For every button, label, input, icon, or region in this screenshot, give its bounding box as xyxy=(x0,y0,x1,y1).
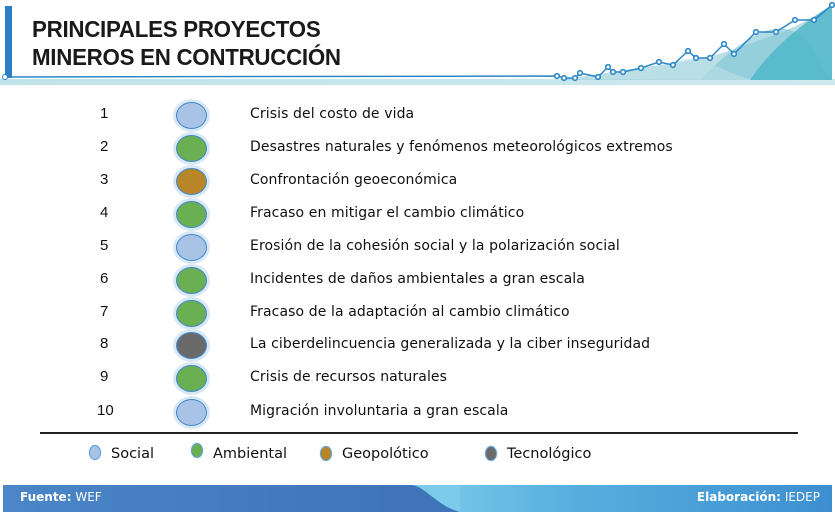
footer-credit-bar xyxy=(421,485,832,512)
geopolitico-dot-icon xyxy=(320,446,332,461)
category-geopolitico-bubble-icon xyxy=(173,165,210,198)
risk-rank: 5 xyxy=(100,237,109,254)
risk-row: 8 La ciberdelincuencia generalizada y la… xyxy=(0,329,835,368)
risk-row: 9 Crisis de recursos naturales xyxy=(0,362,835,401)
elaboration-credit: Elaboración: IEDEP xyxy=(697,490,820,504)
legend-label: Geopolótico xyxy=(342,446,429,462)
category-ambiental-bubble-icon xyxy=(173,297,210,330)
risk-label: Migración involuntaria a gran escala xyxy=(250,403,509,419)
risk-row: 10 Migración involuntaria a gran escala xyxy=(0,396,835,435)
social-dot-icon xyxy=(89,445,101,460)
risk-label: Incidentes de daños ambientales a gran e… xyxy=(250,271,585,287)
risk-row: 7 Fracaso de la adaptación al cambio cli… xyxy=(0,297,835,336)
risk-label: Crisis de recursos naturales xyxy=(250,369,448,385)
credit-label: Elaboración: xyxy=(696,490,781,504)
risk-rank: 1 xyxy=(100,105,109,122)
category-social-bubble-icon xyxy=(173,99,210,132)
risk-rank: 8 xyxy=(100,335,109,352)
category-social-bubble-icon xyxy=(173,396,210,429)
risk-rank: 9 xyxy=(100,368,109,385)
title-line-1: PRINCIPALES PROYECTOS xyxy=(32,16,321,42)
source-value: WEF xyxy=(75,490,102,504)
risk-label: Fracaso en mitigar el cambio climático xyxy=(250,205,525,221)
category-ambiental-bubble-icon xyxy=(173,132,210,165)
footer-source-bar xyxy=(3,485,421,512)
legend-label: Ambiental xyxy=(213,446,287,462)
risk-rank: 10 xyxy=(97,402,114,419)
footer: Fuente: WEF Elaboración: IEDEP xyxy=(0,485,835,515)
title-accent-dot xyxy=(2,74,8,80)
risk-row: 1 Crisis del costo de vida xyxy=(0,99,835,138)
footer-wave-icon xyxy=(380,485,460,512)
risk-label: La ciberdelincuencia generalizada y la c… xyxy=(250,336,651,352)
risk-rank: 6 xyxy=(100,270,109,287)
title-line-2: MINEROS EN CONTRUCCIÓN xyxy=(32,44,341,70)
source-credit: Fuente: WEF xyxy=(20,490,102,504)
risk-label: Crisis del costo de vida xyxy=(250,106,415,122)
risk-label: Erosión de la cohesión social y la polar… xyxy=(250,238,620,254)
source-label: Fuente: xyxy=(20,490,72,504)
legend-label: Tecnológico xyxy=(507,446,592,462)
category-ambiental-bubble-icon xyxy=(173,198,210,231)
tecnologico-dot-icon xyxy=(485,446,497,461)
risk-row: 3 Confrontación geoeconómica xyxy=(0,165,835,204)
category-ambiental-bubble-icon xyxy=(173,362,210,395)
risk-rank: 2 xyxy=(100,138,109,155)
ambiental-dot-icon xyxy=(191,443,203,458)
category-social-bubble-icon xyxy=(173,231,210,264)
risk-label: Confrontación geoeconómica xyxy=(250,172,458,188)
page-title: PRINCIPALES PROYECTOS MINEROS EN CONTRUC… xyxy=(32,15,341,71)
risk-row: 6 Incidentes de daños ambientales a gran… xyxy=(0,264,835,303)
header: PRINCIPALES PROYECTOS MINEROS EN CONTRUC… xyxy=(0,0,835,92)
risk-rank: 4 xyxy=(100,204,109,221)
category-ambiental-bubble-icon xyxy=(173,264,210,297)
risk-rank: 7 xyxy=(100,303,109,320)
decorative-trend-chart-icon xyxy=(0,1,835,85)
legend-divider xyxy=(40,432,798,434)
legend-label: Social xyxy=(111,446,154,462)
risk-row: 2 Desastres naturales y fenómenos meteor… xyxy=(0,132,835,171)
risk-row: 4 Fracaso en mitigar el cambio climático xyxy=(0,198,835,237)
credit-value: IEDEP xyxy=(784,490,820,504)
title-accent-bar xyxy=(5,6,12,78)
risk-label: Desastres naturales y fenómenos meteorol… xyxy=(250,139,673,155)
category-tecnologico-bubble-icon xyxy=(173,329,210,362)
risk-row: 5 Erosión de la cohesión social y la pol… xyxy=(0,231,835,270)
risk-label: Fracaso de la adaptación al cambio climá… xyxy=(250,304,570,320)
risk-rank: 3 xyxy=(100,171,109,188)
